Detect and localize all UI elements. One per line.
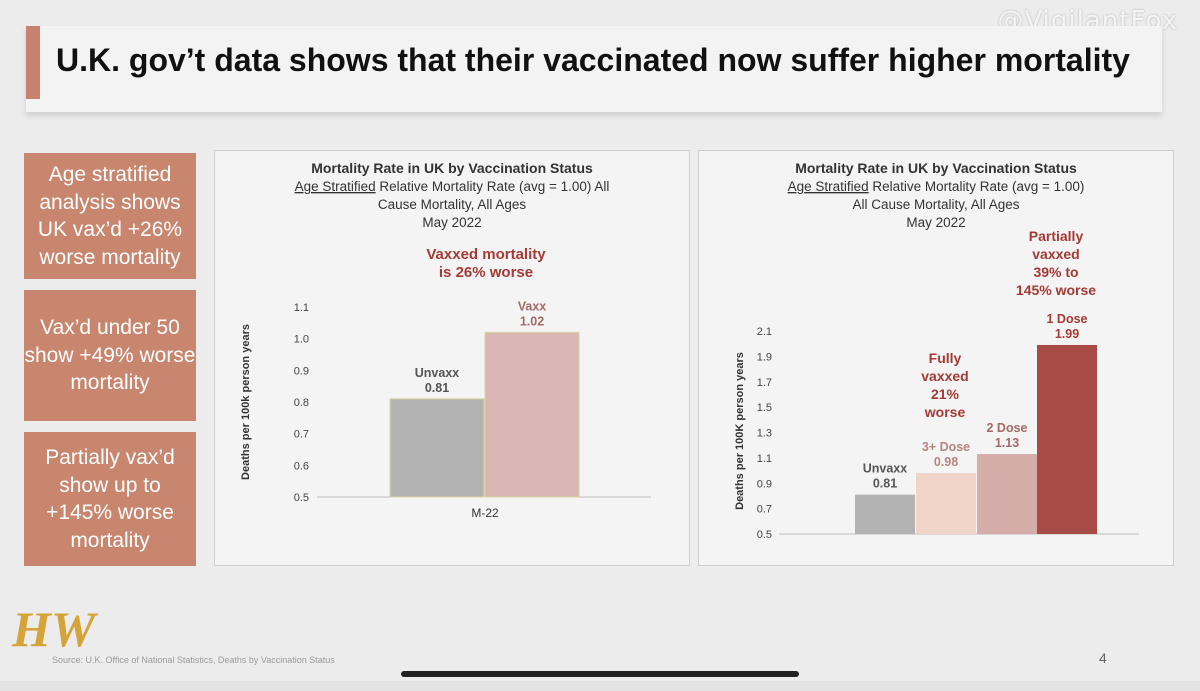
chart-title: Mortality Rate in UK by Vaccination Stat… bbox=[795, 160, 1077, 176]
subtitle-rest: Relative Mortality Rate (avg = 1.00) All bbox=[376, 179, 610, 194]
bar bbox=[389, 398, 485, 498]
chart-panel-2: Mortality Rate in UK by Vaccination Stat… bbox=[698, 150, 1174, 566]
annotation-text: 145% worse bbox=[1016, 282, 1096, 298]
y-tick-label: 0.5 bbox=[294, 492, 309, 504]
bar-category-label: Unvaxx bbox=[415, 366, 460, 380]
bar bbox=[1037, 344, 1097, 534]
y-axis-label: Deaths per 100k person years bbox=[240, 324, 252, 480]
subtitle-underlined: Age Stratified bbox=[295, 179, 376, 194]
annotation-text: is 26% worse bbox=[439, 264, 533, 281]
chart-panel-1: Mortality Rate in UK by Vaccination Stat… bbox=[214, 150, 690, 566]
y-tick-label: 0.7 bbox=[294, 429, 309, 441]
y-tick-label: 1.1 bbox=[757, 453, 772, 465]
bar-category-label: Vaxx bbox=[518, 299, 547, 313]
annotation-text: worse bbox=[924, 404, 966, 420]
y-tick-label: 0.8 bbox=[294, 397, 309, 409]
bar-value-label: 0.98 bbox=[934, 455, 958, 469]
bar-category-label: 1 Dose bbox=[1047, 312, 1088, 326]
chart-subtitle-line: All Cause Mortality, All Ages bbox=[852, 197, 1019, 212]
hw-logo-text: HW bbox=[11, 601, 99, 654]
y-tick-label: 0.9 bbox=[757, 478, 772, 490]
callout-box-2: Vax’d under 50 show +49% worse mortality bbox=[24, 290, 196, 421]
bar-value-label: 0.81 bbox=[873, 477, 897, 491]
bar-value-label: 0.81 bbox=[425, 381, 449, 395]
annotation-text: 21% bbox=[931, 386, 960, 402]
bar-category-label: 2 Dose bbox=[987, 421, 1028, 435]
y-tick-label: 1.1 bbox=[294, 302, 309, 314]
source-note: Source: U.K. Office of National Statisti… bbox=[52, 655, 335, 665]
page-title: U.K. gov’t data shows that their vaccina… bbox=[56, 42, 1130, 78]
title-accent bbox=[26, 26, 40, 99]
chart-title: Mortality Rate in UK by Vaccination Stat… bbox=[311, 160, 593, 176]
annotation-text: Partially bbox=[1029, 228, 1084, 244]
bar-value-label: 1.99 bbox=[1055, 327, 1079, 341]
y-axis-label: Deaths per 100K person years bbox=[734, 352, 746, 510]
callout-box-1: Age stratified analysis shows UK vax’d +… bbox=[24, 153, 196, 279]
bar bbox=[916, 473, 976, 534]
bar bbox=[855, 494, 915, 534]
home-indicator[interactable] bbox=[401, 671, 799, 677]
chart-2: Mortality Rate in UK by Vaccination Stat… bbox=[734, 160, 1139, 541]
y-tick-label: 1.0 bbox=[294, 334, 309, 346]
chart-subtitle-line: May 2022 bbox=[422, 215, 481, 230]
annotation-text: 39% to bbox=[1033, 264, 1078, 280]
annotation-text: Fully bbox=[929, 350, 962, 366]
chart-subtitle-line: Age Stratified Relative Mortality Rate (… bbox=[295, 179, 610, 194]
x-tick-label: M-22 bbox=[471, 506, 499, 520]
y-tick-label: 0.9 bbox=[294, 365, 309, 377]
y-tick-label: 1.9 bbox=[757, 351, 772, 363]
bar-category-label: 3+ Dose bbox=[922, 440, 970, 454]
chart-subtitle-line: Age Stratified Relative Mortality Rate (… bbox=[788, 179, 1085, 194]
y-tick-label: 1.7 bbox=[757, 377, 772, 389]
page-number: 4 bbox=[1099, 650, 1107, 666]
callout-box-3: Partially vax’d show up to +145% worse m… bbox=[24, 432, 196, 566]
bar-category-label: Unvaxx bbox=[863, 462, 908, 476]
bar bbox=[484, 331, 580, 498]
bar bbox=[977, 454, 1037, 534]
bar-value-label: 1.13 bbox=[995, 436, 1019, 450]
annotation-text: vaxxed bbox=[921, 368, 968, 384]
y-tick-label: 2.1 bbox=[757, 326, 772, 338]
hw-logo: HW bbox=[11, 601, 99, 654]
y-tick-label: 1.3 bbox=[757, 428, 772, 440]
y-tick-label: 1.5 bbox=[757, 402, 772, 414]
chart-1: Mortality Rate in UK by Vaccination Stat… bbox=[240, 160, 651, 520]
chart-subtitle-line: May 2022 bbox=[906, 215, 965, 230]
subtitle-rest: Relative Mortality Rate (avg = 1.00) bbox=[869, 179, 1085, 194]
annotation-text: vaxxed bbox=[1032, 246, 1079, 262]
y-tick-label: 0.5 bbox=[757, 529, 772, 541]
bottom-strip bbox=[0, 681, 1200, 691]
annotation-text: Vaxxed mortality bbox=[426, 246, 546, 263]
subtitle-underlined: Age Stratified bbox=[788, 179, 869, 194]
chart-subtitle-line: Cause Mortality, All Ages bbox=[378, 197, 527, 212]
title-bar bbox=[26, 26, 1162, 112]
y-tick-label: 0.6 bbox=[294, 460, 309, 472]
bar-value-label: 1.02 bbox=[520, 314, 544, 328]
y-tick-label: 0.7 bbox=[757, 504, 772, 516]
